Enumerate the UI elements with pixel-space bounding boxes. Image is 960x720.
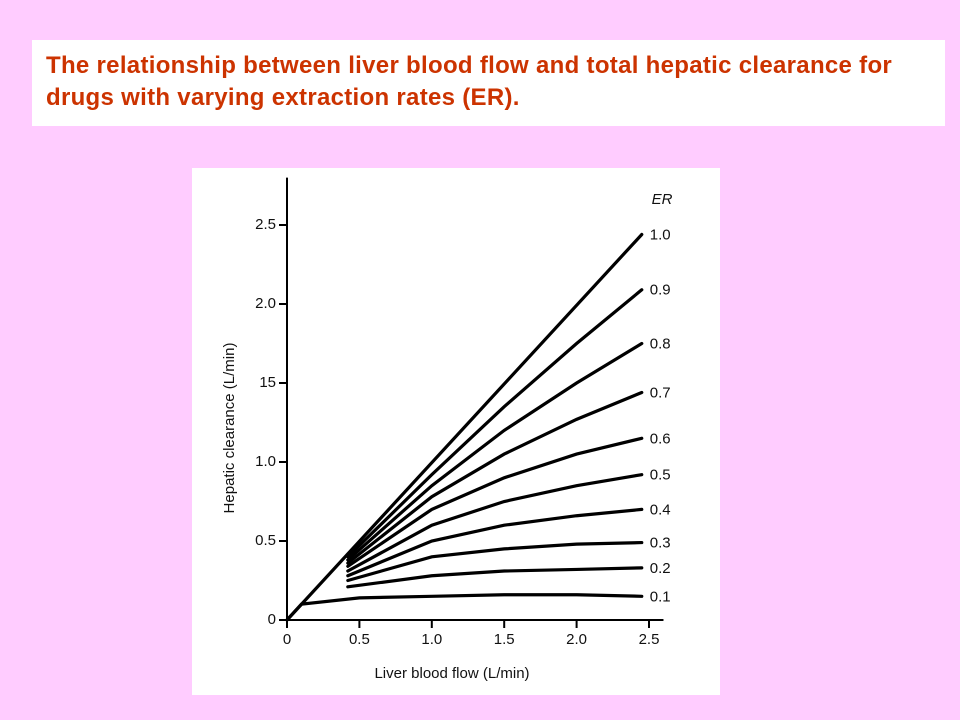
series-line (346, 390, 644, 565)
series-label: 0.1 (650, 588, 671, 605)
series-label: 0.6 (650, 430, 671, 447)
series-line (346, 341, 644, 562)
series-label: 1.0 (650, 226, 671, 243)
legend-title: ER (652, 191, 673, 208)
y-axis-label: Hepatic clearance (L/min) (221, 343, 238, 514)
series-label: 0.8 (650, 335, 671, 352)
y-tick-label: 1.0 (255, 453, 276, 470)
x-tick-label: 2.0 (566, 631, 587, 648)
series-label: 0.5 (650, 467, 671, 484)
chart: Liver blood flow (L/min) Hepatic clearan… (192, 168, 720, 695)
series-line (285, 232, 644, 622)
series-label: 0.4 (650, 501, 671, 518)
x-tick-label: 1.5 (494, 631, 515, 648)
x-axis-label: Liver blood flow (L/min) (374, 665, 529, 682)
y-tick-label: 2.0 (255, 295, 276, 312)
x-tick-label: 0.5 (349, 631, 370, 648)
series-label: 0.2 (650, 560, 671, 577)
series-line (346, 507, 644, 578)
x-tick-label: 2.5 (639, 631, 660, 648)
x-tick-label: 1.0 (421, 631, 442, 648)
series-line (346, 436, 644, 568)
y-tick-label: 2.5 (255, 216, 276, 233)
y-tick-label: 15 (259, 374, 276, 391)
series-line (346, 288, 644, 559)
series-label: 0.9 (650, 282, 671, 299)
series-label: 0.7 (650, 384, 671, 401)
series-label: 0.3 (650, 535, 671, 552)
slide-title: The relationship between liver blood flo… (32, 40, 945, 126)
series-line (346, 473, 644, 573)
y-tick-label: 0.5 (255, 532, 276, 549)
series-line (346, 566, 644, 589)
x-tick-label: 0 (283, 631, 291, 648)
series-line (346, 540, 644, 583)
y-tick-label: 0 (268, 611, 276, 628)
series-line (285, 593, 644, 622)
